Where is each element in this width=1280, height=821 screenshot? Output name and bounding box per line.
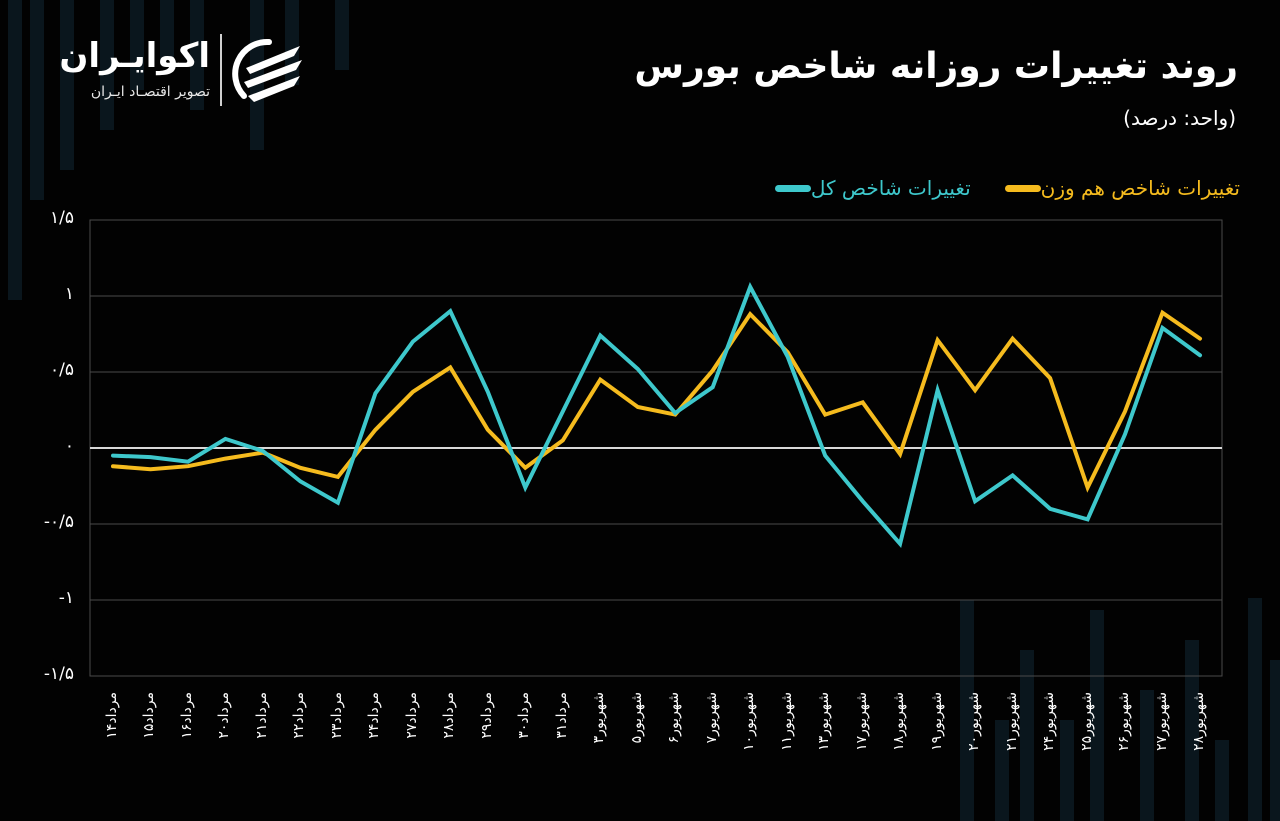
x-tick-label: شهریور۱۸ bbox=[891, 692, 908, 751]
x-tick-label: مرداد۲۷ bbox=[403, 692, 420, 739]
logo-divider bbox=[220, 34, 222, 106]
x-tick-label: شهریور۱۹ bbox=[928, 692, 945, 751]
legend-item-total-index: تغییرات شاخص کل bbox=[767, 176, 971, 200]
series-line-equal-weight bbox=[111, 309, 1202, 493]
x-tick-label: شهریور۵ bbox=[628, 692, 645, 744]
x-tick-label: شهریور۲۷ bbox=[1153, 692, 1170, 751]
unit-subtitle: (واحد: درصد) bbox=[1123, 106, 1236, 130]
legend-swatch-yellow bbox=[1004, 184, 1041, 192]
x-tick-label: شهریور۲۴ bbox=[1041, 692, 1058, 751]
x-tick-label: شهریور۶ bbox=[666, 692, 683, 744]
chart-legend: تغییرات شاخص کل تغییرات شاخص هم وزن bbox=[741, 176, 1240, 200]
y-tick-label: ۱/۵ bbox=[50, 208, 74, 228]
y-tick-label: ۱ bbox=[64, 284, 74, 304]
x-tick-label: مرداد۳۰ bbox=[516, 692, 533, 739]
y-tick-label: -۱/۵ bbox=[43, 664, 74, 684]
x-tick-label: شهریور۲۶ bbox=[1116, 692, 1133, 751]
x-tick-label: مرداد۲۱ bbox=[253, 692, 270, 739]
x-tick-label: شهریور۲۰ bbox=[966, 692, 983, 751]
legend-label-total-index: تغییرات شاخص کل bbox=[810, 176, 971, 200]
x-tick-label: شهریور۳ bbox=[591, 692, 608, 744]
x-tick-label: مرداد۲۰ bbox=[216, 692, 233, 739]
x-tick-label: شهریور۲۱ bbox=[1003, 692, 1020, 751]
x-tick-label: مرداد۳۱ bbox=[553, 692, 570, 739]
y-tick-label: -۱ bbox=[58, 588, 74, 608]
x-tick-label: مرداد۲۸ bbox=[441, 692, 458, 739]
x-tick-label: مرداد۲۲ bbox=[291, 692, 308, 739]
page-title: روند تغییرات روزانه شاخص بورس bbox=[634, 46, 1238, 87]
y-tick-label: -۰/۵ bbox=[43, 512, 74, 532]
series-line-total-index bbox=[111, 282, 1202, 549]
brand-name: اکوایـران bbox=[59, 36, 210, 76]
x-tick-label: مرداد۱۶ bbox=[178, 692, 195, 739]
y-tick-label: ۰/۵ bbox=[50, 360, 74, 380]
y-tick-label: ۰ bbox=[64, 436, 74, 456]
x-tick-label: مرداد۲۹ bbox=[478, 692, 495, 739]
brand-tagline: تصویر اقتصـاد ایـران bbox=[90, 84, 210, 100]
x-tick-label: مرداد۲۳ bbox=[328, 692, 345, 739]
legend-swatch-teal bbox=[774, 184, 811, 192]
x-tick-label: شهریور۱۰ bbox=[741, 692, 758, 751]
x-tick-label: شهریور۱۱ bbox=[778, 692, 795, 751]
x-tick-label: شهریور۷ bbox=[703, 692, 720, 744]
legend-label-equal-weight: تغییرات شاخص هم وزن bbox=[1040, 176, 1240, 200]
x-tick-label: شهریور۱۳ bbox=[816, 692, 833, 751]
x-tick-label: مرداد۱۵ bbox=[141, 692, 158, 739]
x-tick-label: مرداد۱۴ bbox=[104, 692, 120, 739]
legend-item-equal-weight: تغییرات شاخص هم وزن bbox=[997, 176, 1240, 200]
x-tick-label: شهریور۱۷ bbox=[853, 692, 870, 751]
x-tick-label: مرداد۲۴ bbox=[366, 692, 383, 739]
ecoiran-logo-icon bbox=[232, 38, 302, 102]
x-tick-label: شهریور۲۸ bbox=[1191, 692, 1207, 751]
x-tick-label: شهریور۲۵ bbox=[1078, 692, 1095, 751]
brand-logo: اکوایـران تصویر اقتصـاد ایـران bbox=[48, 34, 310, 108]
